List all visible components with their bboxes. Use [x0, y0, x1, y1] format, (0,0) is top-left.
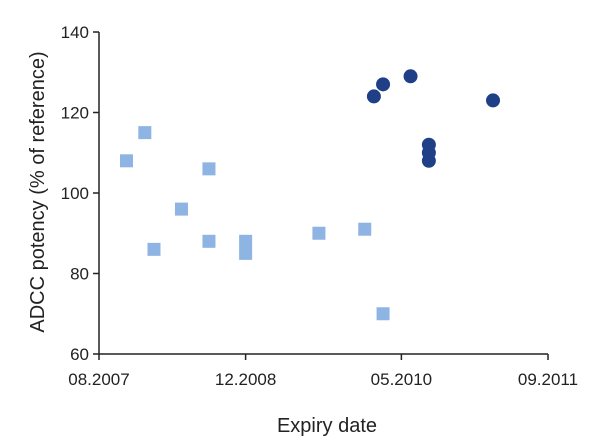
- data-point-square: [239, 234, 253, 248]
- data-point-square: [202, 234, 216, 248]
- x-tick-label: 12.2008: [215, 370, 276, 389]
- data-point-square: [312, 226, 326, 240]
- y-ticks: 60 80 100 120 140: [61, 23, 99, 364]
- data-point-square: [376, 307, 390, 321]
- data-point-circle: [403, 69, 418, 84]
- data-point-square: [239, 246, 253, 260]
- data-point-circle: [421, 153, 436, 168]
- data-point-square: [147, 242, 161, 256]
- data-point-circle: [366, 89, 381, 104]
- x-ticks: 08.2007 12.2008 05.2010 09.2011: [68, 354, 578, 389]
- axes: [98, 32, 548, 355]
- data-point-circle: [486, 93, 501, 108]
- data-point-square: [138, 126, 152, 140]
- data-point-square: [119, 154, 133, 168]
- data-point-square: [174, 202, 188, 216]
- data-point-square: [358, 222, 372, 236]
- y-tick-label: 100: [61, 184, 89, 203]
- data-points: [119, 69, 501, 321]
- y-tick-label: 120: [61, 104, 89, 123]
- x-tick-label: 08.2007: [68, 370, 129, 389]
- y-tick-label: 140: [61, 23, 89, 42]
- y-tick-label: 60: [70, 345, 89, 364]
- data-point-square: [202, 162, 216, 176]
- x-tick-label: 09.2011: [518, 370, 578, 389]
- x-axis-label: Expiry date: [277, 415, 377, 437]
- y-axis-label: ADCC potency (% of reference): [27, 51, 49, 332]
- y-tick-label: 80: [70, 265, 89, 284]
- data-point-circle: [376, 77, 391, 92]
- x-tick-label: 05.2010: [371, 370, 432, 389]
